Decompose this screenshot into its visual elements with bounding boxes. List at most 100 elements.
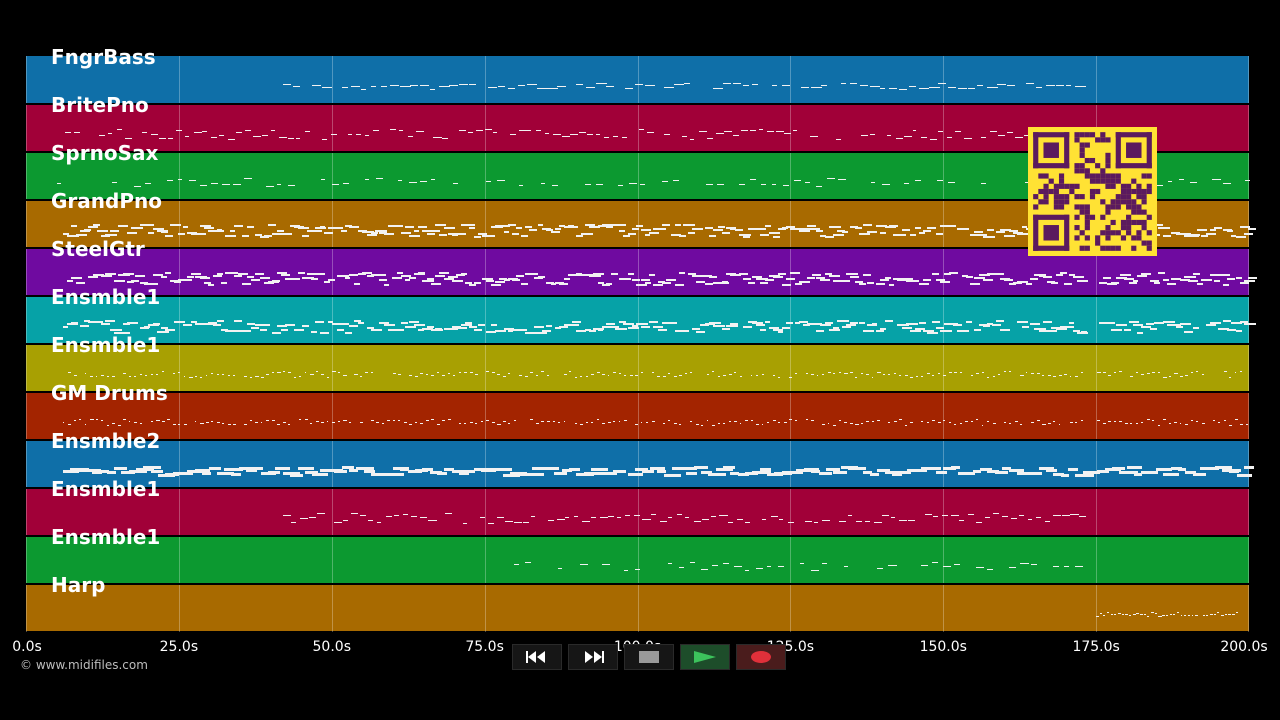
note: [444, 468, 455, 472]
note: [914, 226, 921, 229]
note: [856, 520, 863, 522]
note: [392, 419, 396, 421]
note: [691, 227, 704, 230]
note: [191, 321, 197, 324]
note: [640, 229, 651, 232]
note: [723, 466, 736, 470]
note: [576, 329, 586, 332]
note: [385, 515, 393, 517]
note: [1036, 372, 1040, 374]
note: [1009, 423, 1011, 425]
note: [1235, 612, 1238, 614]
note: [794, 321, 800, 324]
note: [1132, 279, 1139, 282]
note: [156, 274, 163, 277]
note: [614, 224, 627, 226]
note: [728, 374, 732, 376]
note: [221, 183, 230, 185]
note: [756, 424, 759, 426]
note: [1111, 281, 1119, 284]
note: [828, 225, 841, 228]
note: [618, 421, 621, 423]
note: [982, 324, 990, 327]
note: [627, 273, 635, 276]
note: [112, 423, 115, 425]
note: [425, 373, 428, 375]
note: [1097, 371, 1101, 373]
note: [704, 227, 714, 230]
note: [943, 466, 956, 470]
note: [565, 516, 570, 518]
note: [1154, 613, 1157, 615]
note: [816, 374, 819, 376]
note: [336, 329, 345, 332]
note: [674, 84, 685, 86]
note: [715, 133, 724, 135]
note: [1004, 234, 1015, 237]
note: [502, 376, 506, 377]
note: [1064, 326, 1074, 329]
note: [150, 374, 154, 376]
note: [56, 183, 61, 185]
note: [691, 327, 701, 330]
note: [811, 373, 815, 375]
note: [1072, 275, 1085, 278]
note: [1038, 329, 1049, 332]
note: [469, 371, 474, 373]
note: [976, 566, 984, 568]
note: [1053, 565, 1060, 567]
note: [768, 232, 781, 235]
play-button[interactable]: [680, 644, 730, 670]
note: [353, 282, 360, 285]
note: [383, 233, 394, 236]
note: [1118, 612, 1121, 614]
note: [719, 515, 728, 517]
note: [761, 373, 765, 375]
note: [928, 86, 940, 88]
note: [979, 467, 992, 471]
note: [159, 137, 167, 139]
note: [709, 234, 716, 237]
note: [358, 322, 365, 325]
note: [326, 376, 330, 378]
note: [535, 130, 542, 132]
note: [668, 562, 672, 564]
note: [1119, 274, 1132, 277]
note: [595, 183, 604, 185]
note: [1080, 371, 1083, 373]
note: [1184, 276, 1196, 279]
note: [709, 321, 721, 324]
stop-button[interactable]: [624, 644, 674, 670]
note: [321, 421, 325, 423]
fast-forward-button[interactable]: [568, 644, 618, 670]
note: [403, 422, 408, 424]
note: [1235, 330, 1243, 333]
note: [910, 279, 919, 282]
note: [929, 138, 938, 140]
rewind-button[interactable]: [512, 644, 562, 670]
note: [636, 224, 644, 227]
note: [1130, 422, 1133, 424]
note: [442, 374, 446, 376]
note: [1081, 331, 1088, 334]
record-icon: [751, 651, 771, 663]
stop-icon: [639, 651, 659, 663]
note: [114, 467, 127, 471]
note: [713, 228, 724, 231]
note: [837, 320, 850, 323]
note: [995, 320, 1004, 323]
note: [781, 85, 790, 87]
note: [789, 471, 803, 475]
note: [937, 422, 941, 424]
note: [1075, 473, 1095, 477]
note: [460, 323, 472, 326]
note: [431, 419, 434, 421]
note: [1119, 371, 1122, 373]
note: [1053, 515, 1061, 517]
note: [734, 371, 737, 373]
record-button[interactable]: [736, 644, 786, 670]
note: [518, 129, 528, 131]
note: [1080, 420, 1083, 421]
note: [1167, 323, 1175, 326]
note: [537, 224, 544, 227]
